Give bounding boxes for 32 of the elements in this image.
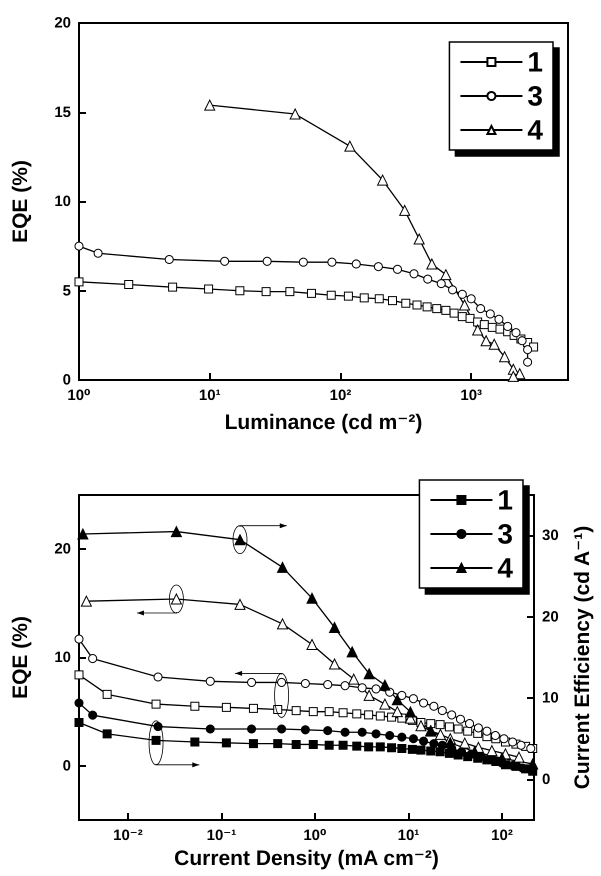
legend-label: 4 [497, 552, 514, 584]
x-tick-label: 10¹ [398, 827, 420, 844]
x-tick-label: 10² [330, 387, 352, 404]
legend-label: 1 [497, 484, 514, 516]
legend-label: 1 [527, 46, 544, 78]
x-tick-label: 10⁻² [113, 827, 143, 844]
y2-axis-title: Current Efficiency (cd A⁻¹) [571, 526, 594, 790]
y2-tick-label: 30 [542, 527, 559, 544]
x-tick-label: 10⁻¹ [206, 827, 236, 844]
y-tick-label: 0 [62, 372, 71, 388]
y-tick-label: 5 [62, 282, 71, 300]
legend-label: 3 [527, 80, 544, 112]
y-tick-label: 0 [62, 757, 71, 774]
y-tick-label: 20 [54, 540, 71, 558]
y-tick-label: 10 [54, 649, 71, 666]
y-tick-label: 10 [54, 193, 71, 210]
y2-tick-label: 0 [542, 770, 550, 788]
x-tick-label: 10⁰ [303, 827, 327, 844]
x-axis-title: Luminance (cd m⁻²) [224, 411, 422, 434]
y2-tick-label: 10 [542, 690, 559, 707]
x-axis-title: Current Density (mA cm⁻²) [174, 846, 439, 870]
y-tick-label: 20 [54, 14, 71, 32]
y-tick-label: 15 [54, 104, 71, 121]
x-tick-label: 10¹ [198, 387, 221, 404]
y2-tick-label: 20 [542, 608, 559, 626]
x-tick-label: 10⁰ [67, 387, 91, 404]
legend-label: 4 [527, 114, 544, 146]
y-axis-title: EQE (%) [9, 160, 32, 243]
x-tick-label: 10³ [460, 387, 482, 404]
legend-label: 3 [497, 518, 514, 550]
x-tick-label: 10² [491, 827, 513, 844]
y-axis-title: EQE (%) [9, 616, 32, 699]
